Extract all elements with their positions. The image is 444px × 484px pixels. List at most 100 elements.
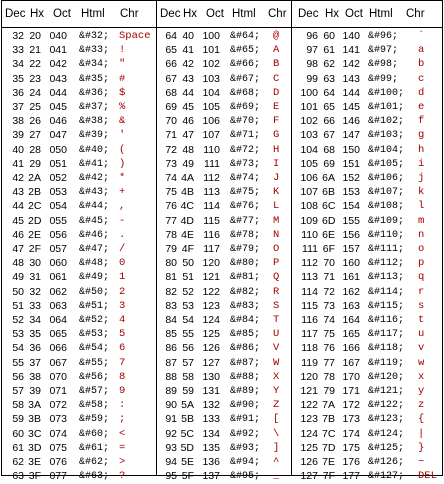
chr-cell: ( [119, 143, 126, 156]
hx-cell: 27 [29, 129, 41, 142]
hx-cell: 36 [29, 342, 41, 355]
html-cell: &#52; [79, 315, 110, 326]
header-hx: Hx [183, 8, 198, 20]
dec-cell: 71 [165, 129, 177, 142]
hx-cell: 49 [182, 157, 194, 170]
hx-cell: 31 [29, 271, 41, 284]
oct-cell: 062 [49, 285, 67, 298]
chr-cell: _ [273, 470, 280, 483]
html-cell: &#60; [79, 428, 110, 440]
chr-cell: r [418, 285, 425, 298]
chr-cell: B [273, 58, 280, 71]
chr-cell: ) [119, 157, 126, 170]
dec-cell: 77 [165, 214, 177, 227]
table-row: 69 45 105 &#69; E [157, 100, 291, 115]
hx-cell: 58 [182, 370, 194, 383]
chr-cell: g [418, 129, 425, 142]
html-cell: &#77; [230, 215, 261, 227]
hx-cell: 56 [182, 342, 194, 355]
table-row: 91 5B 133 &#91; [ [157, 412, 291, 427]
dec-cell: 104 [300, 143, 318, 156]
table-row: 37 25 045 &#37;% [2, 100, 156, 115]
chr-cell: K [273, 186, 280, 199]
hx-cell: 37 [29, 356, 41, 369]
table-row: 61 3D 075 &#61; = [2, 441, 156, 456]
hx-cell: 41 [182, 44, 194, 57]
html-cell: &#122; [368, 400, 405, 412]
oct-cell: 065 [49, 328, 67, 341]
oct-cell: 162 [342, 285, 360, 298]
html-cell: &#125; [368, 442, 405, 454]
oct-cell: 126 [202, 342, 220, 355]
dec-cell: 89 [165, 385, 177, 397]
chr-cell: A [273, 44, 280, 57]
oct-cell: 172 [342, 399, 360, 412]
hx-cell: 2C [28, 200, 42, 213]
chr-cell: $ [119, 86, 126, 99]
chr-cell: { [418, 413, 425, 426]
oct-cell: 175 [342, 441, 360, 454]
table-row: 55 37 067 &#55; 7 [2, 356, 156, 371]
table-row: 49 31 061 &#49; 1 [2, 270, 156, 285]
dec-cell: 123 [300, 413, 318, 426]
dec-cell: 98 [306, 58, 318, 71]
table-row: 36 24 044 &#36; $ [2, 86, 156, 101]
oct-cell: 072 [49, 399, 67, 412]
oct-cell: 140 [342, 30, 360, 42]
chr-cell: " [119, 58, 126, 71]
html-cell: &#69; [230, 102, 261, 113]
oct-cell: 054 [49, 200, 67, 213]
html-cell: &#66; [230, 59, 261, 71]
hx-cell: 55 [182, 328, 194, 341]
oct-cell: 111 [204, 157, 220, 170]
oct-cell: 177 [342, 470, 360, 483]
oct-cell: 046 [49, 115, 67, 128]
hx-cell: 44 [182, 86, 194, 99]
oct-cell: 143 [342, 72, 360, 85]
hx-cell: 76 [323, 342, 335, 355]
html-cell: &#87; [230, 357, 261, 369]
table-row: 68 44 104 &#68; D [157, 86, 291, 101]
html-cell: &#64; [230, 31, 261, 42]
dec-cell: 124 [300, 427, 318, 440]
hx-cell: 4A [181, 172, 194, 184]
table-row: 73 49 111 &#73; I [157, 157, 291, 172]
table-row: 121 79 171 &#121; y [292, 384, 442, 399]
html-cell: &#107; [368, 187, 405, 199]
table-row: 56 38 070 &#56; 8 [2, 370, 156, 385]
hx-cell: 4D [180, 214, 194, 227]
table-row: 81 51 121 &#81; Q [157, 270, 291, 285]
dec-cell: 75 [165, 186, 177, 199]
html-cell: &#45; [79, 215, 110, 227]
table-row: 48 30 060 &#48; 0 [2, 256, 156, 271]
html-cell: &#33; [79, 45, 110, 57]
dec-cell: 81 [165, 271, 177, 284]
dec-cell: 33 [12, 44, 24, 57]
hx-cell: 4C [180, 200, 194, 213]
table-row: 123 7B 173 &#123; { [292, 412, 442, 427]
chr-cell: 6 [119, 342, 126, 355]
chr-cell: J [273, 172, 280, 184]
hx-cell: 21 [29, 44, 41, 57]
table-row: 103 67 147 &#103; g [292, 128, 442, 143]
hx-cell: 22 [29, 58, 41, 71]
hx-cell: 75 [323, 328, 335, 341]
dec-cell: 91 [165, 413, 177, 426]
chr-cell: & [119, 115, 126, 128]
chr-cell: R [273, 285, 280, 298]
oct-cell: 116 [203, 228, 220, 241]
table-row: 43 2B 053 &#43; + [2, 185, 156, 200]
chr-cell: / [119, 243, 126, 255]
hx-cell: 23 [29, 72, 41, 85]
html-cell: &#118; [368, 343, 405, 355]
header-hx: Hx [325, 8, 340, 20]
dec-cell: 74 [165, 172, 177, 184]
hx-cell: 77 [323, 356, 335, 369]
table-row: 71 47 107 &#71; G [157, 128, 291, 143]
dec-cell: 32 [12, 30, 24, 42]
table-row: 82 52 122 &#82; R [157, 285, 291, 300]
hx-cell: 54 [182, 314, 194, 326]
dec-cell: 90 [165, 399, 177, 412]
html-cell: &#123; [368, 414, 405, 426]
oct-cell: 123 [202, 299, 220, 312]
